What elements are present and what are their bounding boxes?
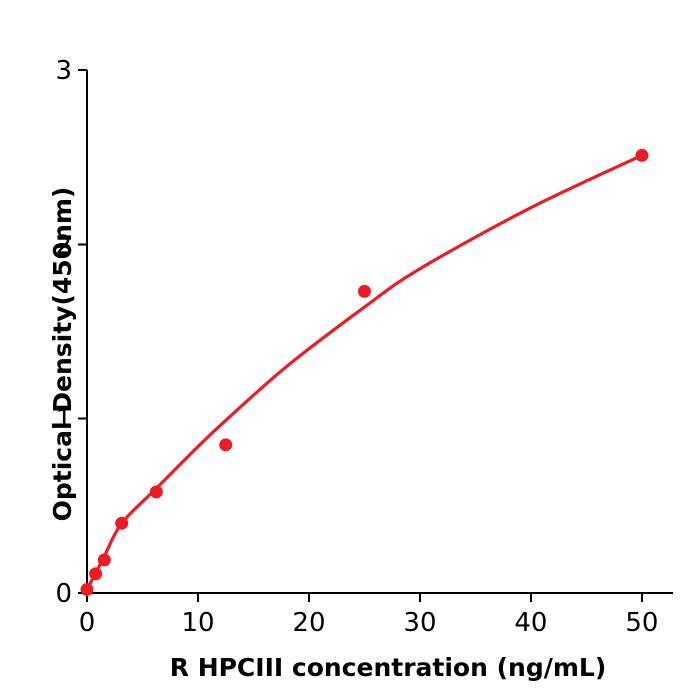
- data-point: [80, 583, 94, 597]
- x-tick-label: 40: [514, 608, 547, 638]
- data-point: [635, 148, 649, 162]
- y-axis-label: Optical Density(450nm): [48, 187, 77, 522]
- data-point: [149, 485, 163, 499]
- data-point: [219, 438, 233, 452]
- data-point: [357, 284, 371, 298]
- y-tick-label: 1: [55, 405, 72, 435]
- x-tick-label: 0: [79, 608, 96, 638]
- y-tick-label: 0: [55, 579, 72, 609]
- x-tick-label: 10: [181, 608, 214, 638]
- x-axis-label: R HPCIII concentration (ng/mL): [170, 653, 607, 682]
- y-tick-label: 3: [55, 56, 72, 86]
- y-tick-label: 2: [55, 230, 72, 260]
- x-tick-label: 20: [292, 608, 325, 638]
- data-point: [97, 553, 111, 567]
- x-tick-label: 50: [625, 608, 658, 638]
- data-point: [115, 516, 129, 530]
- data-point: [89, 567, 103, 581]
- x-tick-label: 30: [403, 608, 436, 638]
